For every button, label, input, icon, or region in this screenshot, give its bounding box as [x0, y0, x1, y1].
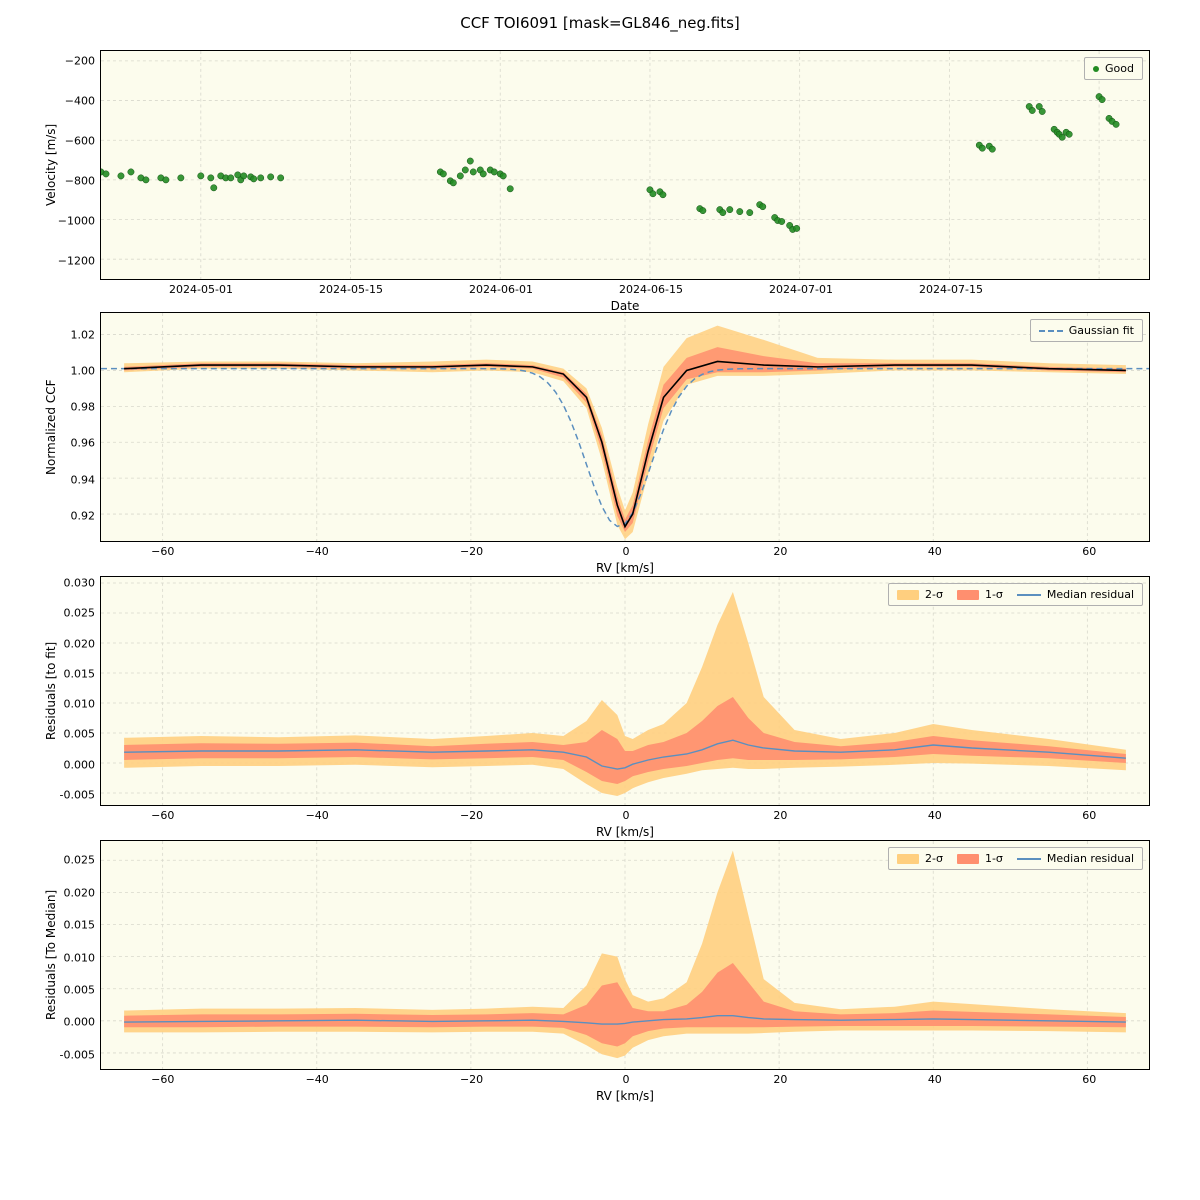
ytick-label: 0.025 [64, 607, 96, 620]
xtick-label: 2024-07-01 [769, 283, 833, 296]
figure-title: CCF TOI6091 [mask=GL846_neg.fits] [0, 14, 1200, 32]
ytick-label: 0.025 [64, 854, 96, 867]
xtick-label: 20 [773, 1073, 787, 1086]
legend-label: Median residual [1047, 588, 1134, 601]
xtick-label: 2024-05-01 [169, 283, 233, 296]
legend-item: 1-σ [957, 588, 1003, 601]
legend-swatch [1017, 594, 1041, 596]
legend-label: 1-σ [985, 588, 1003, 601]
residuals-median-panel: Residuals [To Median] RV [km/s] 2-σ1-σMe… [100, 840, 1150, 1070]
xtick-label: −60 [151, 809, 174, 822]
xtick-label: 0 [623, 545, 630, 558]
ytick-label: 0.020 [64, 637, 96, 650]
ytick-label: −200 [65, 55, 95, 68]
xlabel-rv-3: RV [km/s] [101, 825, 1149, 839]
xtick-label: 2024-06-01 [469, 283, 533, 296]
xtick-label: −40 [306, 545, 329, 558]
xtick-label: 2024-07-15 [919, 283, 983, 296]
ytick-label: −1000 [58, 215, 95, 228]
ytick-label: 1.02 [71, 328, 96, 341]
xtick-label: 60 [1082, 809, 1096, 822]
legend-label: Gaussian fit [1069, 324, 1134, 337]
ytick-label: 0.005 [64, 728, 96, 741]
legend-label: Good [1105, 62, 1134, 75]
legend-swatch [897, 590, 919, 600]
legend-panel4: 2-σ 1-σ Median residual [888, 847, 1143, 870]
ytick-label: 0.020 [64, 886, 96, 899]
xtick-label: 40 [928, 1073, 942, 1086]
legend-item: Gaussian fit [1039, 324, 1134, 337]
legend-item: Median residual [1017, 852, 1134, 865]
ytick-label: 0.92 [71, 509, 96, 522]
xtick-label: −20 [460, 545, 483, 558]
ytick-label: 0.010 [64, 698, 96, 711]
legend-item: 2-σ [897, 588, 943, 601]
legend-item: 1-σ [957, 852, 1003, 865]
ytick-label: 0.98 [71, 401, 96, 414]
ytick-label: -0.005 [60, 1048, 95, 1061]
legend-label: Median residual [1047, 852, 1134, 865]
legend-label: 1-σ [985, 852, 1003, 865]
xtick-label: 0 [623, 1073, 630, 1086]
ytick-label: −600 [65, 135, 95, 148]
legend-swatch [957, 854, 979, 864]
xtick-label: 40 [928, 545, 942, 558]
ytick-label: 0.030 [64, 577, 96, 590]
ytick-label: 0.000 [64, 1016, 96, 1029]
legend-swatch [1093, 66, 1099, 72]
xtick-label: −20 [460, 1073, 483, 1086]
xtick-label: 20 [773, 809, 787, 822]
legend-swatch [897, 854, 919, 864]
legend-panel2: Gaussian fit [1030, 319, 1143, 342]
xtick-label: −60 [151, 1073, 174, 1086]
ytick-label: −800 [65, 175, 95, 188]
ytick-label: 0.000 [64, 758, 96, 771]
legend-panel3: 2-σ 1-σ Median residual [888, 583, 1143, 606]
legend-item: Median residual [1017, 588, 1134, 601]
legend-label: 2-σ [925, 588, 943, 601]
ylabel-velocity: Velocity [m/s] [21, 51, 81, 279]
ytick-label: -0.005 [60, 788, 95, 801]
legend-panel1: Good [1084, 57, 1143, 80]
ytick-label: 0.015 [64, 667, 96, 680]
ytick-label: 1.00 [71, 364, 96, 377]
ytick-label: −1200 [58, 255, 95, 268]
xlabel-rv-2: RV [km/s] [101, 561, 1149, 575]
ytick-label: 0.96 [71, 437, 96, 450]
velocity-panel: Velocity [m/s] Date Good −1200−1000−800−… [100, 50, 1150, 280]
xtick-label: −40 [306, 809, 329, 822]
ytick-label: 0.015 [64, 919, 96, 932]
xtick-label: −60 [151, 545, 174, 558]
legend-swatch [1039, 330, 1063, 332]
legend-item: Good [1093, 62, 1134, 75]
xtick-label: 60 [1082, 545, 1096, 558]
legend-swatch [1017, 858, 1041, 860]
residuals-fit-panel: Residuals [to fit] RV [km/s] 2-σ1-σMedia… [100, 576, 1150, 806]
xtick-label: 2024-05-15 [319, 283, 383, 296]
xtick-label: −40 [306, 1073, 329, 1086]
legend-swatch [957, 590, 979, 600]
xtick-label: 2024-06-15 [619, 283, 683, 296]
xlabel-rv-4: RV [km/s] [101, 1089, 1149, 1103]
ytick-label: −400 [65, 95, 95, 108]
ytick-label: 0.94 [71, 473, 96, 486]
xtick-label: 0 [623, 809, 630, 822]
legend-item: 2-σ [897, 852, 943, 865]
xtick-label: 20 [773, 545, 787, 558]
xlabel-date: Date [101, 299, 1149, 313]
xtick-label: −20 [460, 809, 483, 822]
xtick-label: 60 [1082, 1073, 1096, 1086]
ylabel-ccf: Normalized CCF [21, 313, 81, 541]
ytick-label: 0.010 [64, 951, 96, 964]
legend-label: 2-σ [925, 852, 943, 865]
ytick-label: 0.005 [64, 984, 96, 997]
ccf-panel: Normalized CCF RV [km/s] Gaussian fit 0.… [100, 312, 1150, 542]
xtick-label: 40 [928, 809, 942, 822]
figure: { "title": "CCF TOI6091 [mask=GL846_neg.… [0, 0, 1200, 1200]
